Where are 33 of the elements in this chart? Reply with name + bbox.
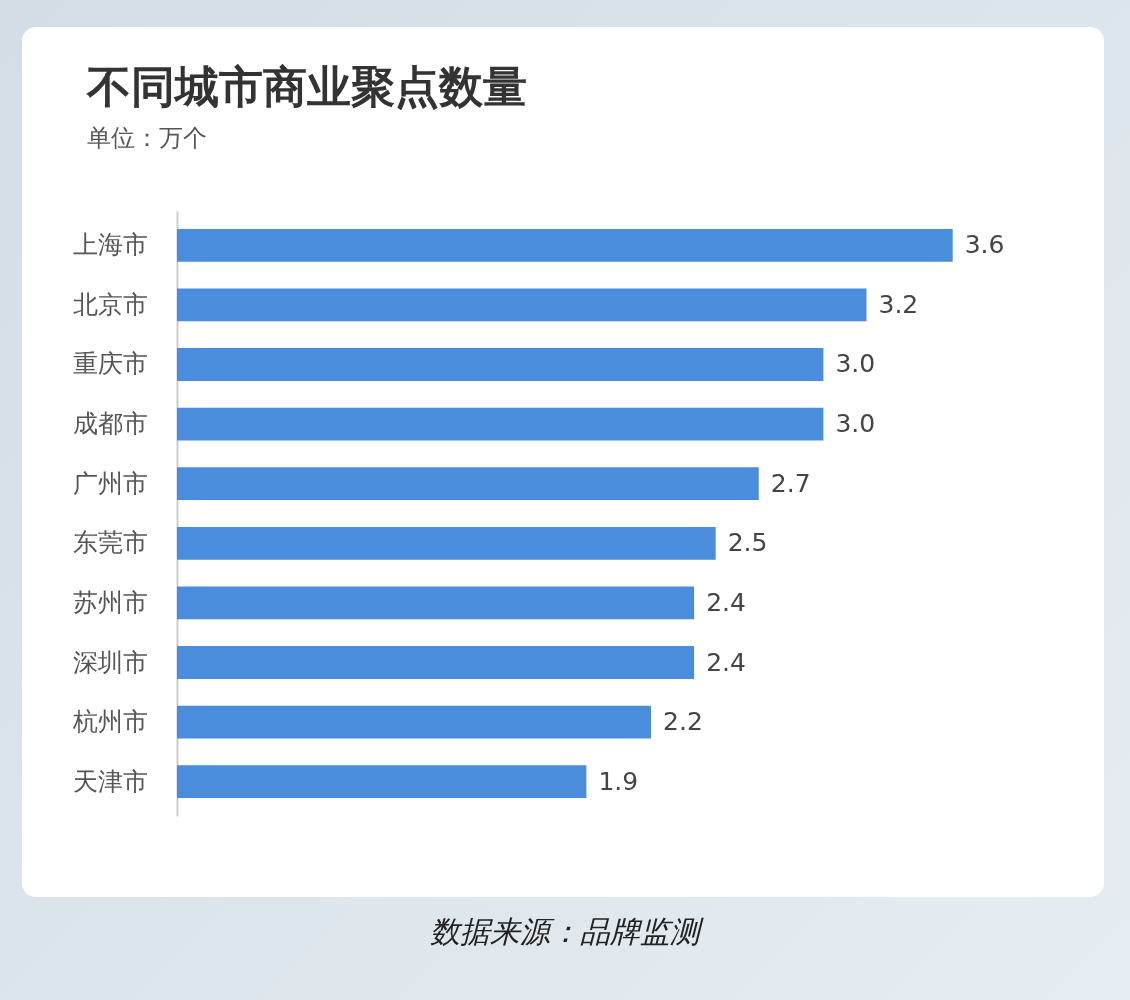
y-tick-label: 杭州市 <box>71 707 148 737</box>
source-note: 数据来源：品牌监测 <box>429 913 705 951</box>
bar <box>177 467 759 501</box>
bar <box>177 705 652 739</box>
y-tick-label: 深圳市 <box>72 647 148 677</box>
chart-subtitle: 单位：万个 <box>87 124 207 152</box>
data-label: 2.4 <box>706 647 746 677</box>
bar <box>177 348 824 381</box>
chart-title: 不同城市商业聚点数量 <box>86 61 527 112</box>
data-label: 2.2 <box>663 707 703 737</box>
data-label: 3.2 <box>878 289 919 319</box>
bar <box>177 526 716 560</box>
bar <box>177 228 953 262</box>
data-label: 1.9 <box>598 766 639 796</box>
bar <box>177 765 587 799</box>
y-tick-label: 成都市 <box>72 409 148 439</box>
bar <box>177 646 695 679</box>
data-label: 2.4 <box>706 587 746 617</box>
data-label: 2.7 <box>770 468 811 498</box>
data-label: 3.0 <box>835 349 876 379</box>
y-tick-label: 北京市 <box>72 289 148 319</box>
y-tick-label: 上海市 <box>72 230 148 260</box>
data-label: 3.6 <box>964 230 1005 260</box>
y-tick-label: 广州市 <box>72 468 148 498</box>
y-tick-label: 苏州市 <box>72 587 148 617</box>
bar <box>177 586 695 620</box>
y-tick-label: 重庆市 <box>72 349 148 379</box>
bar <box>177 407 824 441</box>
data-label: 3.0 <box>835 409 876 439</box>
bar <box>177 288 867 322</box>
y-tick-label: 东莞市 <box>72 528 148 558</box>
data-label: 2.5 <box>727 528 768 558</box>
y-tick-label: 天津市 <box>72 766 148 796</box>
